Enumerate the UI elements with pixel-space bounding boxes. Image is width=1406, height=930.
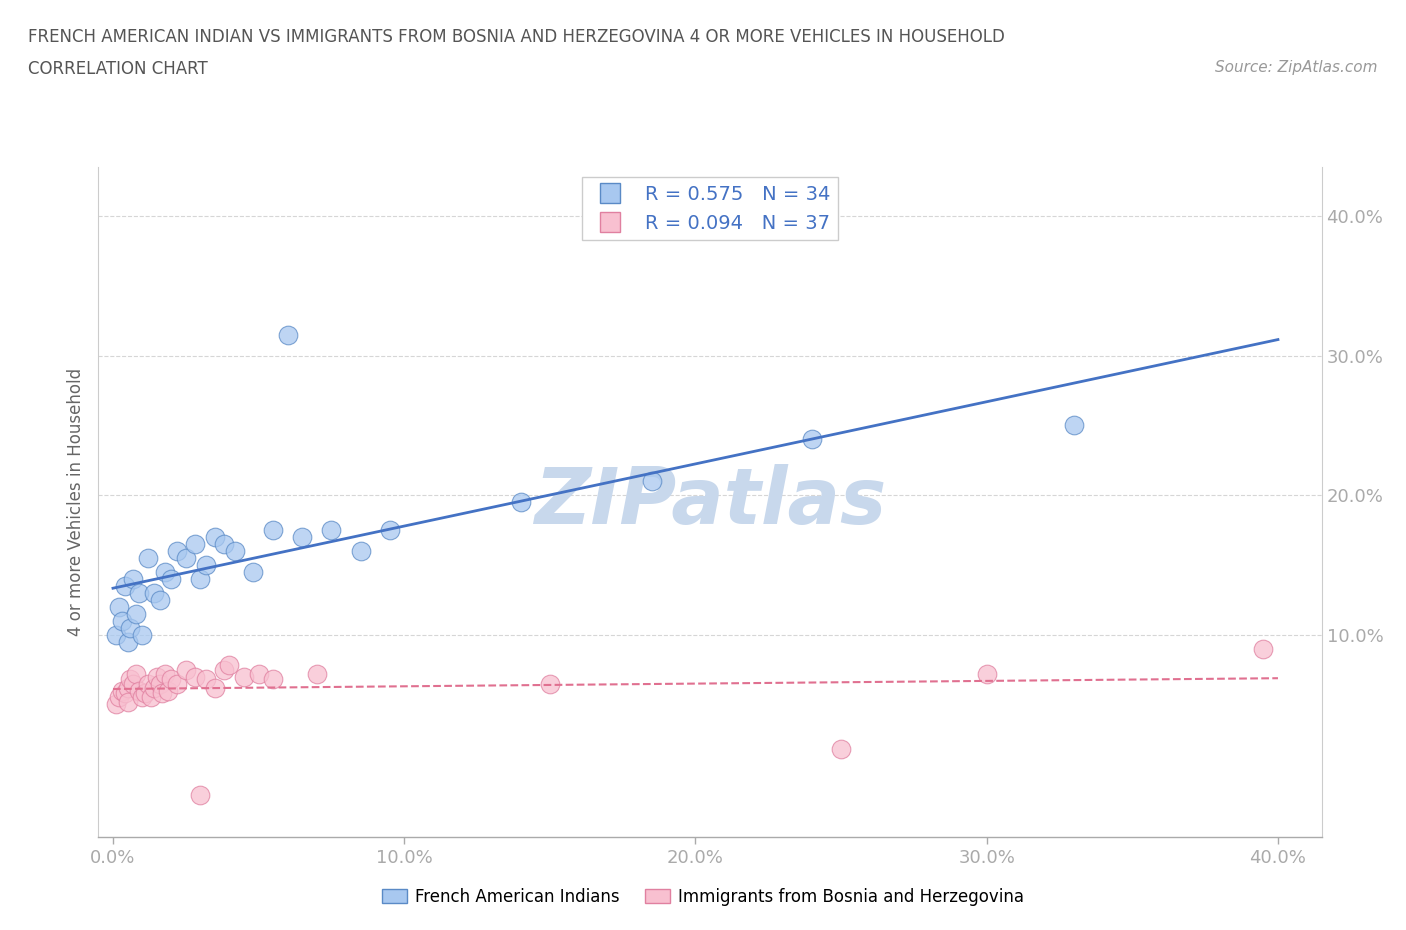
Y-axis label: 4 or more Vehicles in Household: 4 or more Vehicles in Household — [66, 368, 84, 636]
Point — [108, 690, 131, 705]
Point — [218, 658, 240, 673]
Point — [149, 676, 172, 691]
Point — [149, 592, 172, 607]
Point — [166, 676, 188, 691]
Point — [378, 523, 401, 538]
Point — [128, 683, 150, 698]
Point — [291, 530, 314, 545]
Point — [830, 742, 852, 757]
Point — [131, 690, 153, 705]
Point — [134, 686, 156, 701]
Point — [136, 551, 159, 565]
Point — [160, 671, 183, 686]
Point — [195, 557, 218, 572]
Point — [157, 683, 180, 698]
Point — [166, 543, 188, 558]
Point — [104, 627, 127, 642]
Text: ZIPatlas: ZIPatlas — [534, 464, 886, 540]
Point — [262, 671, 284, 686]
Point — [509, 495, 531, 510]
Point — [204, 681, 226, 696]
Point — [142, 586, 165, 601]
Point — [111, 614, 134, 629]
Point — [111, 683, 134, 698]
Point — [188, 571, 212, 587]
Text: CORRELATION CHART: CORRELATION CHART — [28, 60, 208, 78]
Point — [976, 666, 998, 681]
Point — [305, 666, 328, 681]
Point — [212, 537, 235, 551]
Point — [349, 543, 371, 558]
Point — [262, 523, 284, 538]
Point — [188, 788, 212, 803]
Point — [122, 571, 145, 587]
Point — [538, 676, 561, 691]
Point — [131, 627, 153, 642]
Point — [114, 578, 136, 593]
Text: FRENCH AMERICAN INDIAN VS IMMIGRANTS FROM BOSNIA AND HERZEGOVINA 4 OR MORE VEHIC: FRENCH AMERICAN INDIAN VS IMMIGRANTS FRO… — [28, 28, 1005, 46]
Point — [145, 670, 167, 684]
Point — [122, 676, 145, 691]
Point — [1063, 418, 1085, 433]
Point — [160, 571, 183, 587]
Point — [224, 543, 246, 558]
Point — [108, 600, 131, 615]
Point — [104, 698, 127, 712]
Point — [120, 671, 142, 686]
Point — [195, 671, 218, 686]
Point — [114, 686, 136, 701]
Point — [183, 670, 205, 684]
Point — [801, 432, 824, 447]
Point — [1253, 642, 1275, 657]
Point — [139, 690, 162, 705]
Point — [125, 606, 148, 621]
Point — [212, 662, 235, 677]
Text: Source: ZipAtlas.com: Source: ZipAtlas.com — [1215, 60, 1378, 75]
Point — [142, 681, 165, 696]
Point — [321, 523, 343, 538]
Point — [183, 537, 205, 551]
Point — [136, 676, 159, 691]
Point — [233, 670, 256, 684]
Point — [247, 666, 270, 681]
Point — [152, 686, 174, 701]
Point — [174, 662, 197, 677]
Point — [117, 694, 139, 709]
Legend: R = 0.575   N = 34, R = 0.094   N = 37: R = 0.575 N = 34, R = 0.094 N = 37 — [582, 177, 838, 240]
Point — [128, 586, 150, 601]
Point — [155, 666, 177, 681]
Point — [204, 530, 226, 545]
Point — [117, 681, 139, 696]
Point — [277, 327, 299, 342]
Point — [120, 620, 142, 635]
Point — [117, 634, 139, 649]
Legend: French American Indians, Immigrants from Bosnia and Herzegovina: French American Indians, Immigrants from… — [375, 881, 1031, 912]
Point — [155, 565, 177, 579]
Point — [125, 666, 148, 681]
Point — [174, 551, 197, 565]
Point — [242, 565, 264, 579]
Point — [641, 474, 664, 489]
